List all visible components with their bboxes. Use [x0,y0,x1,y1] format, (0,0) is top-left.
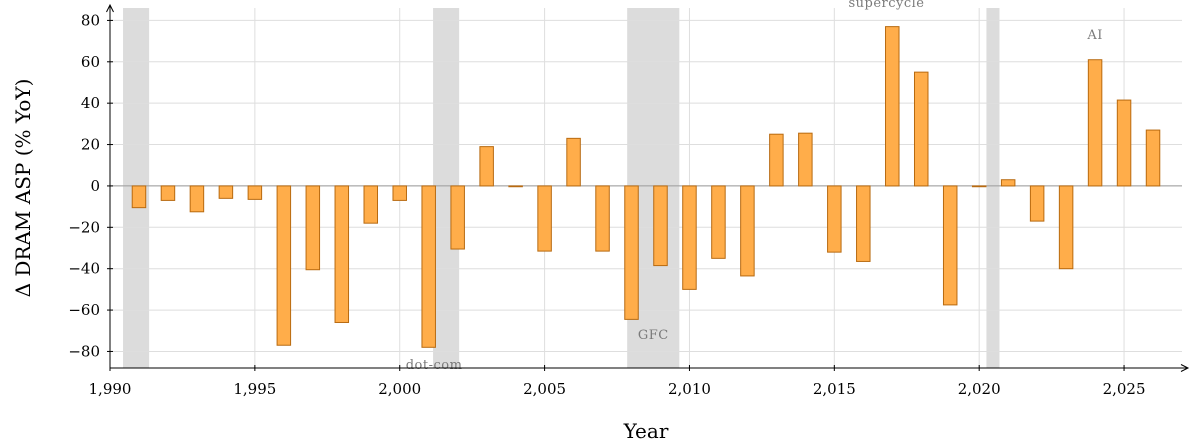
bar-2006 [566,137,581,187]
bar-1991 [131,185,147,209]
bar-2026 [1145,129,1161,187]
bar-2002 [450,185,465,250]
bar-2005 [537,185,552,252]
y-tick-label: 20 [81,136,100,154]
bar-2008 [624,185,639,320]
bar-1998 [334,185,350,323]
bar-2023 [1058,185,1074,270]
annotation-1: AI [1086,28,1103,43]
bar-2016 [856,185,871,262]
bar-1997 [305,185,321,271]
shade-label-2: GFC [638,328,669,343]
bar-2001 [421,185,436,348]
bar-2012 [740,185,755,277]
bar-2021 [1000,179,1016,187]
annotations: dot-com GFC supercycle AI [406,0,1103,373]
x-tick-label: 2,010 [668,380,711,398]
bar-2015 [827,185,842,253]
bar-2018 [913,71,929,187]
bar-2020 [971,185,987,188]
bar-1999 [363,185,379,224]
y-tick-label: −80 [68,342,100,360]
bar-2010 [682,185,697,290]
x-tick-label: 2,015 [813,380,856,398]
y-axis-arrow [106,3,114,13]
bar-1993 [189,185,205,213]
bar-1995 [247,185,263,200]
bar-2003 [479,146,494,187]
shaded-period-3 [986,8,1000,368]
bar-1996 [276,185,292,346]
y-tick-label: 40 [81,94,100,112]
y-tick-label: −20 [68,218,100,236]
y-tick-label: 0 [90,177,100,195]
x-tick-label: 2,005 [523,380,566,398]
y-tick-label: −60 [68,301,100,319]
bar-2019 [942,185,958,306]
tick-labels: 1,990 1,995 2,000 2,005 2,010 2,015 2,020 2,025… [68,11,1145,398]
bar-2011 [711,185,726,259]
x-tick-label: 2,020 [958,380,1001,398]
bars [131,26,1161,348]
bar-2009 [653,185,668,267]
y-axis-title: Δ DRAM ASP (% YoY) [11,79,35,298]
x-tick-label: 2,025 [1103,380,1146,398]
x-tick-label: 1,990 [89,380,132,398]
bar-1994 [218,185,234,199]
bar-2013 [769,133,784,187]
bar-1992 [160,185,176,201]
y-tick-label: 60 [81,53,100,71]
bar-2024 [1087,59,1103,187]
bar-2000 [392,185,407,201]
bar-2022 [1029,185,1045,222]
annotation-0: supercycle [848,0,924,11]
shade-label-1: dot-com [406,358,463,373]
y-tick-label: 80 [81,11,100,29]
bar-2025 [1116,99,1132,187]
x-axis-title: Year [623,419,669,443]
x-tick-label: 1,995 [233,380,276,398]
bar-2004 [508,185,523,188]
x-tick-label: 2,000 [378,380,421,398]
x-axis-arrow [1180,364,1190,372]
bar-2014 [798,132,813,187]
axes [106,3,1190,372]
bar-2007 [595,185,610,252]
y-tick-label: −40 [68,260,100,278]
bar-2017 [885,26,900,187]
